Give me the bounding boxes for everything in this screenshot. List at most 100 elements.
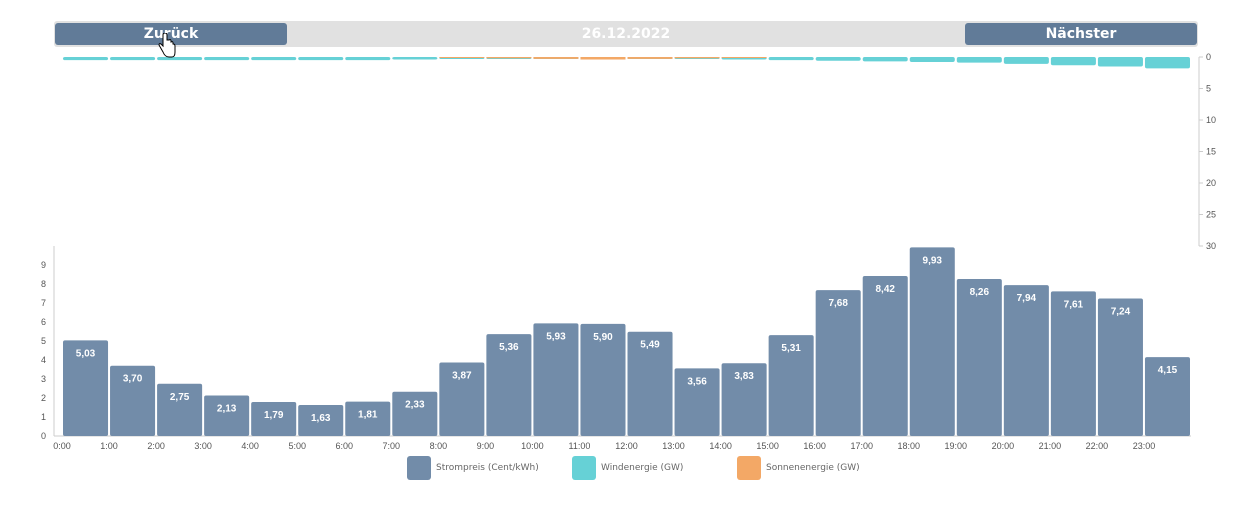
price-bar-value-label: 2,13 xyxy=(217,404,237,415)
x-axis-tick-label: 18:00 xyxy=(897,441,920,451)
wind-bar xyxy=(157,57,203,61)
wind-bar xyxy=(1050,57,1096,66)
price-bar xyxy=(768,335,814,436)
price-bar-value-label: 7,68 xyxy=(828,298,848,309)
wind-bar xyxy=(909,57,955,63)
price-bar-value-label: 5,90 xyxy=(593,332,613,343)
x-axis-tick-label: 9:00 xyxy=(477,441,495,451)
legend-label-price: Strompreis (Cent/kWh) xyxy=(436,463,539,473)
legend-item-price[interactable]: Strompreis (Cent/kWh) xyxy=(407,456,539,480)
x-axis-tick-label: 11:00 xyxy=(569,441,591,451)
price-bar-value-label: 9,93 xyxy=(923,255,943,266)
price-bar-value-label: 2,75 xyxy=(170,392,190,403)
x-axis-tick-label: 4:00 xyxy=(241,441,259,451)
legend-label-wind: Windenergie (GW) xyxy=(601,463,684,473)
left-axis-tick-label: 0 xyxy=(41,431,46,441)
right-axis-tick-label: 25 xyxy=(1206,210,1216,220)
price-bar xyxy=(1003,285,1049,436)
hand-cursor-icon xyxy=(158,33,176,58)
x-axis-tick-label: 22:00 xyxy=(1086,441,1109,451)
price-bar xyxy=(1097,298,1143,436)
x-axis-tick-label: 7:00 xyxy=(383,441,401,451)
left-axis-tick-label: 3 xyxy=(41,374,46,384)
chart-legend: Strompreis (Cent/kWh) Windenergie (GW) S… xyxy=(0,456,1244,480)
legend-label-solar: Sonnenenergie (GW) xyxy=(766,463,860,473)
price-bar xyxy=(1050,291,1096,436)
legend-swatch-wind xyxy=(572,456,596,480)
price-bar-value-label: 1,79 xyxy=(264,410,284,421)
previous-day-button[interactable]: Zurück xyxy=(55,23,287,45)
price-bar-value-label: 5,93 xyxy=(546,331,566,342)
solar-bar xyxy=(721,57,767,58)
right-axis-tick-label: 5 xyxy=(1206,84,1211,94)
right-axis-tick-label: 0 xyxy=(1206,52,1211,62)
wind-bar xyxy=(1144,57,1190,69)
wind-bar xyxy=(345,57,391,61)
price-bar-value-label: 5,03 xyxy=(76,348,96,359)
x-axis-tick-label: 14:00 xyxy=(709,441,732,451)
wind-bar xyxy=(1097,57,1143,67)
solar-bar xyxy=(533,57,579,59)
wind-bar xyxy=(956,57,1002,63)
price-bar xyxy=(674,368,720,436)
price-bar xyxy=(721,363,767,436)
price-bar xyxy=(533,323,579,436)
right-axis-tick-label: 30 xyxy=(1206,241,1216,251)
x-axis-tick-label: 0:00 xyxy=(53,441,71,451)
price-bar-value-label: 3,83 xyxy=(734,371,754,382)
next-day-button[interactable]: Nächster xyxy=(965,23,1197,45)
price-bar xyxy=(63,340,109,436)
x-axis-tick-label: 5:00 xyxy=(288,441,306,451)
price-bar-value-label: 7,61 xyxy=(1064,299,1084,310)
x-axis-tick-label: 1:00 xyxy=(100,441,118,451)
x-axis-tick-label: 23:00 xyxy=(1133,441,1156,451)
x-axis-tick-label: 3:00 xyxy=(194,441,212,451)
left-axis-tick-label: 1 xyxy=(41,412,46,422)
price-bar-value-label: 3,70 xyxy=(123,374,143,385)
right-axis-tick-label: 20 xyxy=(1206,178,1216,188)
x-axis-tick-label: 6:00 xyxy=(335,441,353,451)
price-bar-value-label: 4,15 xyxy=(1158,365,1178,376)
price-bar xyxy=(627,331,673,436)
price-bar xyxy=(580,323,626,436)
solar-bar xyxy=(627,57,673,59)
x-axis-tick-label: 21:00 xyxy=(1039,441,1062,451)
x-axis-tick-label: 10:00 xyxy=(521,441,544,451)
legend-item-solar[interactable]: Sonnenenergie (GW) xyxy=(737,456,860,480)
price-bar-value-label: 5,36 xyxy=(499,342,519,353)
price-bar xyxy=(486,334,532,436)
right-axis-tick-label: 10 xyxy=(1206,115,1216,125)
price-bar xyxy=(862,276,908,436)
price-bar xyxy=(956,279,1002,436)
price-bar-value-label: 2,33 xyxy=(405,400,425,411)
solar-bar xyxy=(486,57,532,59)
left-axis-tick-label: 7 xyxy=(41,298,46,308)
legend-swatch-price xyxy=(407,456,431,480)
legend-item-wind[interactable]: Windenergie (GW) xyxy=(572,456,683,480)
price-bar xyxy=(251,401,297,436)
x-axis-tick-label: 17:00 xyxy=(850,441,873,451)
price-bar-value-label: 8,42 xyxy=(875,284,895,295)
x-axis-tick-label: 20:00 xyxy=(992,441,1015,451)
x-axis-tick-label: 16:00 xyxy=(803,441,826,451)
left-axis-tick-label: 6 xyxy=(41,317,46,327)
x-axis-tick-label: 8:00 xyxy=(430,441,448,451)
wind-bar xyxy=(110,57,156,61)
date-navigation-bar: Zurück 26.12.2022 Nächster xyxy=(54,21,1198,47)
left-axis-tick-label: 9 xyxy=(41,260,46,270)
price-bar-value-label: 1,81 xyxy=(358,410,378,421)
solar-bar xyxy=(439,57,485,58)
x-axis-tick-label: 13:00 xyxy=(662,441,685,451)
wind-bar xyxy=(392,57,438,60)
left-axis-tick-label: 8 xyxy=(41,279,46,289)
wind-bar xyxy=(1003,57,1049,64)
price-bar xyxy=(392,391,438,436)
price-bar xyxy=(298,405,344,436)
wind-bar xyxy=(298,57,344,61)
price-bar-value-label: 5,49 xyxy=(640,340,660,351)
wind-bar xyxy=(768,57,814,61)
left-axis-tick-label: 5 xyxy=(41,336,46,346)
price-bar-value-label: 1,63 xyxy=(311,413,331,424)
x-axis-tick-label: 2:00 xyxy=(147,441,165,451)
